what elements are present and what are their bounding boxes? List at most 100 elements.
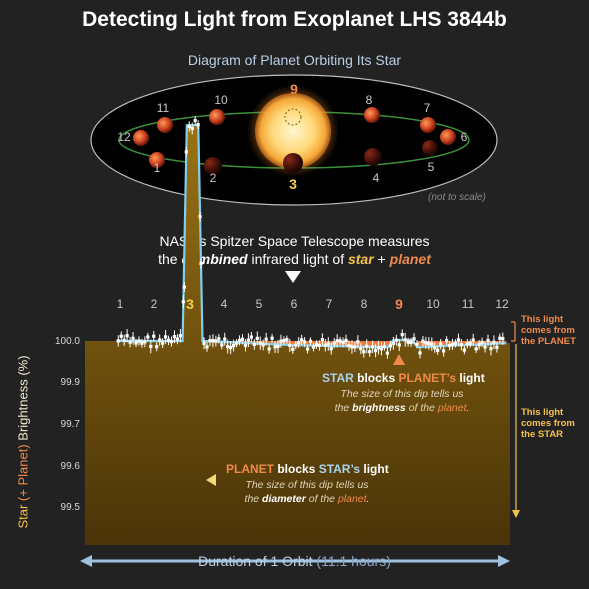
data-point [300,338,304,342]
data-point [359,347,363,351]
spitzer-caption-line1: NASA’s Spitzer Space Telescope measures [159,233,430,249]
data-point [202,341,206,345]
data-point [326,342,330,346]
orbit-label-2: 2 [209,171,217,185]
x-tick-1: 1 [116,297,124,311]
data-point [424,341,428,345]
secondary-eclipse-heading: STAR blocks PLANET’s light [322,371,485,385]
data-point [232,343,236,348]
data-point [436,348,440,352]
scale-note: (not to scale) [428,192,486,203]
data-point [317,343,322,348]
data-point [282,338,286,343]
data-point [385,351,390,355]
data-point [193,119,197,123]
y-axis-label: Star (+ Planet) Brightness (%) [15,355,31,529]
x-tick-6: 6 [290,297,298,311]
data-point [285,338,289,342]
data-point [243,343,248,347]
x-tick-3: 3 [186,296,194,312]
data-point [356,340,360,344]
data-point [303,340,307,344]
data-point [291,347,295,351]
orbit-label-6: 6 [460,130,468,144]
orbit-label-11: 11 [156,101,170,115]
data-point [297,340,301,345]
data-point [184,150,188,154]
planet-pos-10 [209,109,225,125]
data-point [261,343,265,347]
data-point [234,341,239,345]
data-point [119,334,123,338]
data-point [474,347,478,351]
secondary-eclipse-text: The size of this dip tells us the brightn… [334,388,470,414]
data-point [166,338,171,342]
data-point [155,345,159,349]
data-point [122,338,126,342]
data-point [368,350,372,354]
data-point [182,285,186,289]
page-title: Detecting Light from Exoplanet LHS 3844b [82,8,507,31]
data-point [344,338,348,343]
data-point [335,339,339,343]
data-point [489,347,493,351]
data-point [471,338,475,342]
planet-pos-6 [440,129,456,145]
planet-light-label: This light comes from the PLANET [521,314,576,347]
data-point [211,339,215,343]
x-tick-12: 12 [495,297,509,311]
orbit-label-8: 8 [365,93,373,107]
data-point [498,336,502,340]
data-point [433,346,437,350]
x-tick-8: 8 [360,297,368,311]
planet-pos-12 [133,130,149,146]
data-point [409,340,413,344]
data-point [305,347,310,351]
x-tick-11: 11 [461,297,475,311]
data-point [308,339,313,343]
data-point [288,343,292,348]
orbit-label-9: 9 [290,81,298,97]
data-point [477,343,481,347]
planet-hidden-behind-star [284,108,302,126]
data-point [412,337,416,341]
x-tick-5: 5 [255,297,263,311]
data-point [332,341,336,345]
data-point [347,344,351,348]
data-point [273,345,277,349]
orbit-label-4: 4 [372,171,380,185]
data-point [486,338,490,343]
data-point [480,340,484,344]
planet-pos-8 [364,107,380,123]
data-point [453,341,458,345]
data-point [456,338,461,342]
data-point [128,340,132,344]
data-point [199,261,203,266]
data-point [152,334,156,338]
x-tick-10: 10 [426,297,440,311]
data-point [320,338,324,342]
x-tick-2: 2 [150,297,158,311]
orbit-label-3: 3 [289,176,297,192]
data-point [178,334,182,338]
data-point [140,341,144,345]
star [255,93,331,169]
data-point [143,340,147,344]
data-point [246,338,251,342]
data-point [270,336,274,340]
diagram-subtitle: Diagram of Planet Orbiting Its Star [187,52,402,68]
data-point [459,343,463,347]
data-point [214,339,218,343]
orbit-label-7: 7 [423,101,431,115]
data-point [442,349,446,353]
planet-pos-1 [149,152,165,168]
data-point [403,338,407,342]
data-point [439,342,443,346]
data-point [134,341,138,345]
data-point [450,342,455,346]
planet-pos-7 [420,117,436,133]
data-point [264,337,268,341]
data-point [350,345,354,349]
data-point [149,344,153,349]
